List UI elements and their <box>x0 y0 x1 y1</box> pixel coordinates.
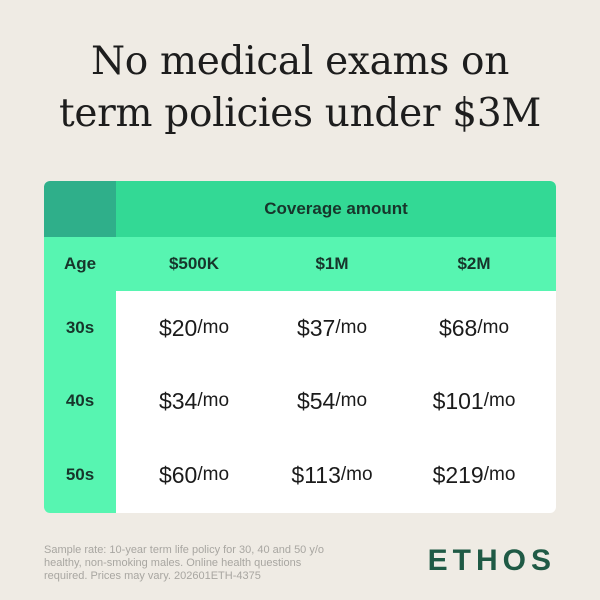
price-cell: $37/mo <box>272 291 392 365</box>
coverage-amount-header: Coverage amount <box>116 181 556 237</box>
price-unit: /mo <box>483 390 516 411</box>
price-value: $219 <box>432 461 484 488</box>
headline: No medical exams on term policies under … <box>0 36 600 140</box>
age-label-30s: 30s <box>44 291 116 365</box>
price-value: $101 <box>432 387 484 414</box>
column-header-500k: $500K <box>116 237 272 291</box>
price-unit: /mo <box>197 464 230 485</box>
price-cell: $219/mo <box>392 437 556 513</box>
price-value: $34 <box>158 387 198 414</box>
price-cell: $68/mo <box>392 291 556 365</box>
price-value: $60 <box>158 461 198 488</box>
price-cell: $54/mo <box>272 365 392 437</box>
table-corner <box>44 181 116 237</box>
price-value: $54 <box>296 387 336 414</box>
price-cell: $34/mo <box>116 365 272 437</box>
price-value: $113 <box>291 461 341 488</box>
column-header-2m: $2M <box>392 237 556 291</box>
pricing-table: Coverage amount Age $500K $1M $2M 30s 40… <box>44 181 556 513</box>
price-unit: /mo <box>477 317 510 338</box>
disclaimer-text: Sample rate: 10-year term life policy fo… <box>44 544 325 582</box>
price-unit: /mo <box>197 317 230 338</box>
price-unit: /mo <box>335 317 368 338</box>
price-value: $37 <box>296 314 336 341</box>
price-unit: /mo <box>340 464 373 485</box>
price-cell: $60/mo <box>116 437 272 513</box>
price-cell: $20/mo <box>116 291 272 365</box>
price-value: $68 <box>438 314 478 341</box>
headline-line-1: No medical exams on <box>90 39 510 84</box>
age-label-40s: 40s <box>44 365 116 437</box>
price-unit: /mo <box>483 464 516 485</box>
ethos-logo: ETHOS <box>427 544 556 577</box>
price-unit: /mo <box>335 390 368 411</box>
age-label-50s: 50s <box>44 437 116 513</box>
column-header-1m: $1M <box>272 237 392 291</box>
price-value: $20 <box>158 314 198 341</box>
headline-line-2: term policies under $3M <box>59 91 541 136</box>
price-cell: $101/mo <box>392 365 556 437</box>
price-unit: /mo <box>197 390 230 411</box>
age-header: Age <box>44 237 116 291</box>
price-cell: $113/mo <box>272 437 392 513</box>
